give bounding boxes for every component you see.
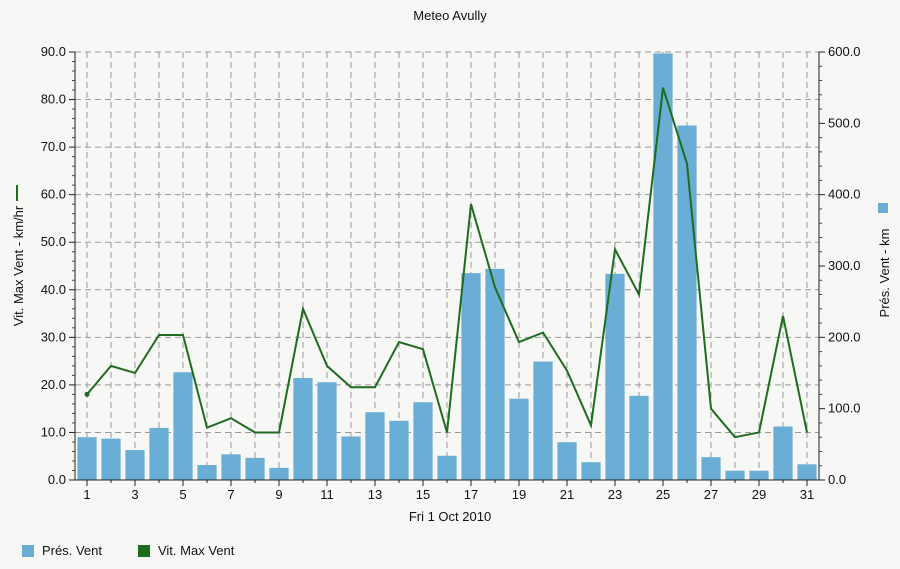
bar bbox=[461, 273, 481, 480]
bar bbox=[773, 426, 793, 480]
bar bbox=[533, 361, 553, 480]
bar bbox=[221, 454, 241, 480]
line-point bbox=[84, 391, 90, 397]
bar bbox=[389, 420, 409, 480]
x-tick-label: 3 bbox=[131, 487, 138, 502]
x-tick-label: 21 bbox=[560, 487, 574, 502]
y-left-tick-label: 10.0 bbox=[41, 424, 66, 439]
bar bbox=[797, 464, 817, 480]
bar bbox=[677, 125, 697, 481]
y-left-tick-label: 80.0 bbox=[41, 92, 66, 107]
bar bbox=[749, 470, 769, 480]
y-right-tick-label: 500.0 bbox=[828, 115, 861, 130]
y-right-tick-label: 100.0 bbox=[828, 401, 861, 416]
bar bbox=[557, 442, 577, 480]
bar bbox=[725, 470, 745, 480]
y-right-tick-label: 200.0 bbox=[828, 329, 861, 344]
line-series bbox=[84, 87, 808, 439]
x-tick-label: 1 bbox=[83, 487, 90, 502]
y-left-tick-label: 20.0 bbox=[41, 377, 66, 392]
x-tick-label: 29 bbox=[752, 487, 766, 502]
y-right-tick-label: 300.0 bbox=[828, 258, 861, 273]
y-left-tick-label: 60.0 bbox=[41, 187, 66, 202]
legend-swatch-line bbox=[137, 544, 150, 557]
x-tick-label: 9 bbox=[275, 487, 282, 502]
left-axis-label-group: Vit. Max Vent - km/hr bbox=[11, 205, 26, 326]
bar bbox=[485, 268, 505, 480]
bar bbox=[413, 402, 433, 480]
right-axis-legend-swatch bbox=[878, 203, 888, 213]
legend: Prés. Vent Vit. Max Vent bbox=[22, 543, 234, 558]
legend-label-vit-max-vent: Vit. Max Vent bbox=[157, 543, 235, 558]
bar bbox=[437, 455, 457, 480]
y-left-tick-label: 50.0 bbox=[41, 234, 66, 249]
y-axis-left-label: Vit. Max Vent - km/hr bbox=[11, 205, 26, 326]
bar bbox=[341, 436, 361, 480]
grid bbox=[75, 51, 819, 480]
x-tick-label: 17 bbox=[464, 487, 478, 502]
y-left-tick-label: 70.0 bbox=[41, 139, 66, 154]
x-axis-label: Fri 1 Oct 2010 bbox=[409, 509, 491, 524]
bar bbox=[701, 457, 721, 480]
bar bbox=[197, 465, 217, 480]
chart-title: Meteo Avully bbox=[413, 8, 487, 23]
legend-swatch-bar bbox=[22, 544, 34, 557]
x-tick-label: 15 bbox=[416, 487, 430, 502]
bar bbox=[173, 372, 193, 480]
x-tick-label: 25 bbox=[656, 487, 670, 502]
legend-item-pres-vent: Prés. Vent bbox=[22, 543, 102, 558]
bar bbox=[629, 395, 649, 480]
y-right-tick-label: 600.0 bbox=[828, 44, 861, 59]
bar bbox=[581, 462, 601, 480]
bar bbox=[293, 377, 313, 480]
x-tick-label: 19 bbox=[512, 487, 526, 502]
bar-series bbox=[77, 53, 817, 481]
axes: 0.0 10.0 20.0 30.0 40.0 50.0 60.0 70.0 80.0 90.0 0… bbox=[41, 44, 861, 502]
bar bbox=[365, 412, 385, 480]
bar bbox=[509, 398, 529, 480]
x-tick-label: 13 bbox=[368, 487, 382, 502]
legend-item-vit-max-vent: Vit. Max Vent bbox=[137, 543, 235, 558]
bar bbox=[101, 438, 121, 480]
line-path bbox=[86, 87, 808, 439]
y-right-tick-label: 400.0 bbox=[828, 187, 861, 202]
y-left-tick-label: 90.0 bbox=[41, 44, 66, 59]
bar bbox=[77, 437, 97, 480]
bar bbox=[269, 467, 289, 480]
right-axis-label-group: Prés. Vent - km bbox=[877, 229, 892, 318]
y-axis-right-label: Prés. Vent - km bbox=[877, 229, 892, 318]
y-left-tick-label: 0.0 bbox=[48, 472, 66, 487]
x-tick-label: 7 bbox=[227, 487, 234, 502]
x-tick-label: 23 bbox=[608, 487, 622, 502]
y-left-tick-label: 30.0 bbox=[41, 329, 66, 344]
bar bbox=[317, 382, 337, 480]
x-tick-label: 27 bbox=[704, 487, 718, 502]
x-tick-label: 11 bbox=[320, 487, 334, 502]
y-left-tick-label: 40.0 bbox=[41, 282, 66, 297]
x-tick-label: 31 bbox=[800, 487, 814, 502]
bar bbox=[245, 457, 265, 480]
bar bbox=[653, 53, 673, 480]
x-tick-label: 5 bbox=[179, 487, 186, 502]
y-right-tick-label: 0.0 bbox=[828, 472, 846, 487]
bar bbox=[149, 427, 169, 480]
bar bbox=[605, 273, 625, 480]
bar bbox=[125, 450, 145, 480]
legend-label-pres-vent: Prés. Vent bbox=[42, 543, 102, 558]
